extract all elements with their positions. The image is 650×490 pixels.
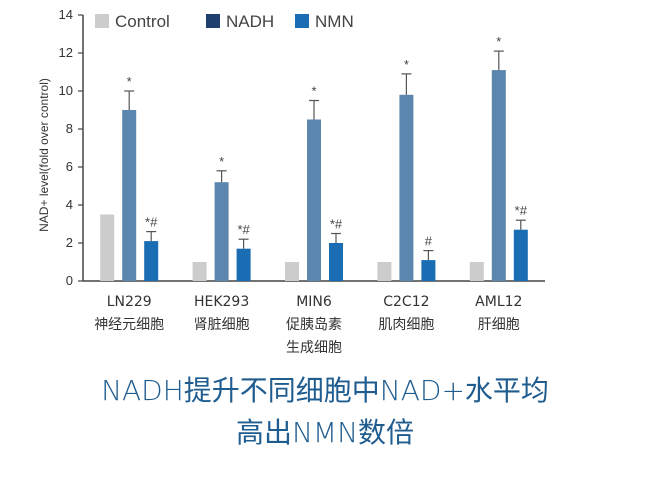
category-label: 神经元细胞 xyxy=(94,317,164,333)
category-label: 生成细胞 xyxy=(286,340,342,356)
y-tick-label: 4 xyxy=(66,197,73,212)
chart-bars: * * * * * *# *# *# # *# xyxy=(100,34,528,281)
bar-chart: 0 2 4 6 8 10 12 14 * * * * * *# *# *# # *# Control NADH NM… xyxy=(37,7,545,356)
significance-mark: # xyxy=(425,234,433,249)
legend-swatch-nmn xyxy=(295,14,309,28)
chart-legend: Control NADH NMN xyxy=(95,12,354,31)
y-tick-label: 0 xyxy=(66,273,73,288)
y-tick-label: 2 xyxy=(66,235,73,250)
significance-mark: * xyxy=(496,34,501,49)
significance-mark: * xyxy=(127,74,132,89)
caption-line-1: NADH提升不同细胞中NAD+水平均 xyxy=(101,374,549,407)
bar-nadh xyxy=(307,119,321,281)
bar-control xyxy=(192,262,207,281)
bar-control xyxy=(469,262,484,281)
bar-nmn xyxy=(236,248,251,281)
category-label: 肌肉细胞 xyxy=(378,317,434,333)
bar-control xyxy=(285,262,299,281)
chart-axes: 0 2 4 6 8 10 12 14 xyxy=(59,7,545,288)
bar-nmn xyxy=(329,243,343,281)
bar-nadh xyxy=(491,70,506,281)
legend-swatch-control xyxy=(95,14,109,28)
category-label: 肾脏细胞 xyxy=(194,317,250,333)
bar-nmn xyxy=(421,260,436,281)
category-label: AML12 xyxy=(475,294,522,310)
category-label: 促胰岛素 xyxy=(286,317,342,333)
significance-mark: *# xyxy=(237,222,250,237)
bar-nmn xyxy=(513,229,528,281)
significance-mark: *# xyxy=(145,215,158,230)
category-label: LN229 xyxy=(107,294,152,310)
significance-mark: * xyxy=(311,84,316,99)
category-label: C2C12 xyxy=(383,294,429,310)
bar-control xyxy=(377,262,392,281)
bar-nmn xyxy=(144,241,159,281)
y-tick-label: 10 xyxy=(59,83,73,98)
y-tick-label: 8 xyxy=(66,121,73,136)
category-label: 肝细胞 xyxy=(478,317,520,333)
bar-nadh xyxy=(214,182,229,281)
y-tick-label: 14 xyxy=(59,7,73,22)
legend-label-nmn: NMN xyxy=(315,12,354,31)
significance-mark: *# xyxy=(515,203,528,218)
caption-line-2: 高出NMN数倍 xyxy=(235,416,415,449)
category-label: MIN6 xyxy=(296,294,332,310)
significance-mark: * xyxy=(219,154,224,169)
bar-control xyxy=(100,214,115,281)
bar-nadh xyxy=(399,94,414,281)
legend-label-control: Control xyxy=(115,12,170,31)
significance-mark: * xyxy=(404,57,409,72)
legend-label-nadh: NADH xyxy=(226,12,274,31)
category-label: HEK293 xyxy=(194,294,249,310)
y-tick-label: 6 xyxy=(66,159,73,174)
y-axis-label: NAD+ level(fold over control) xyxy=(37,78,51,232)
significance-mark: *# xyxy=(330,217,343,232)
y-tick-label: 12 xyxy=(59,45,73,60)
legend-swatch-nadh xyxy=(206,14,220,28)
bar-nadh xyxy=(122,110,137,281)
